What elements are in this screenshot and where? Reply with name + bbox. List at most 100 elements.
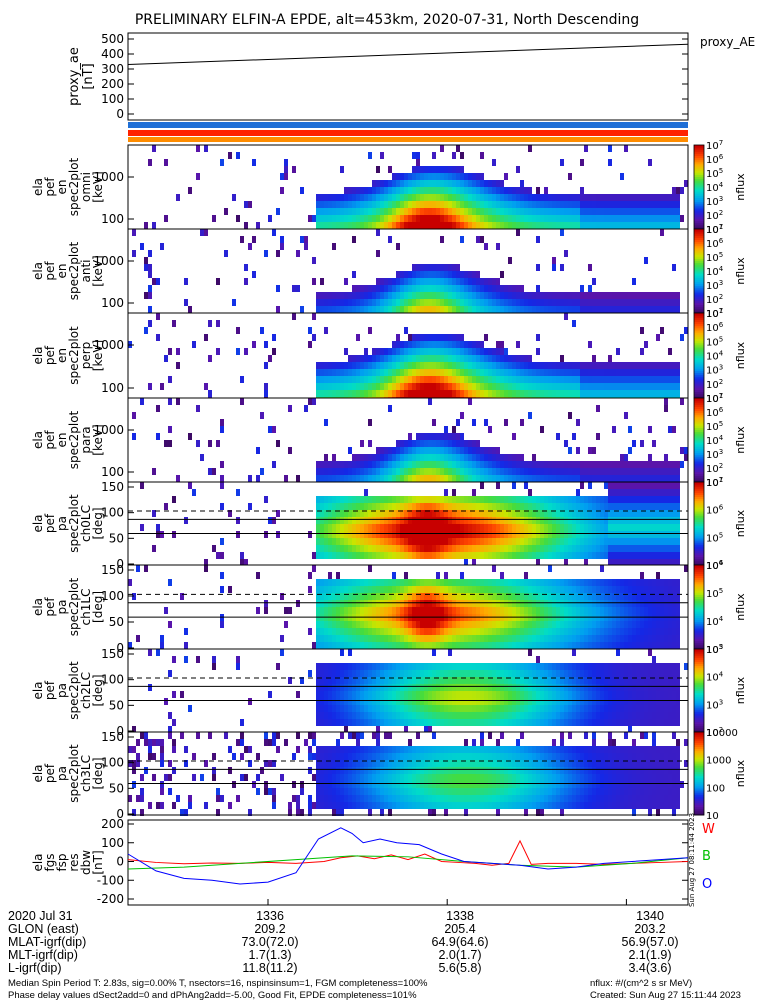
colorbar-tick-label: 106 bbox=[706, 153, 724, 166]
fgs-tick-label: -200 bbox=[97, 892, 124, 906]
footer-value-col3-4: 3.4(3.6) bbox=[610, 962, 690, 975]
colorbar-label: nflux bbox=[734, 426, 747, 454]
colorbar-tick-label: 105 bbox=[706, 587, 723, 600]
fgs-series-B bbox=[128, 856, 688, 869]
spectrogram-panel-7: 050100150elapefpaspec2plotch2LC[deg]1021… bbox=[31, 643, 747, 739]
colorbar-label: nflux bbox=[734, 676, 747, 704]
proxy-ae-tick-label: 300 bbox=[101, 62, 124, 76]
colorbar-tick-label: 106 bbox=[706, 504, 724, 517]
proxy-ae-tick-label: 0 bbox=[116, 107, 124, 121]
spectrogram-ylabel: [keV] bbox=[91, 171, 105, 202]
proxy-ae-tick-label: 400 bbox=[101, 47, 124, 61]
colorbar-tick-label: 103 bbox=[706, 364, 723, 377]
spectrogram-tick-label: 100 bbox=[101, 296, 124, 310]
proxy-ae-tick-label: 500 bbox=[101, 32, 124, 46]
spectrogram-panel-2: 1001000elapefenspec2plotanti[keV]1011021… bbox=[31, 223, 747, 320]
colorbar-tick-label: 105 bbox=[706, 531, 723, 544]
spectrogram-panel-3: 1001000elapefenspec2plotperp[keV]1011021… bbox=[31, 307, 747, 405]
colorbar-label: nflux bbox=[734, 509, 747, 537]
colorbar-tick-label: 10 bbox=[706, 811, 719, 822]
spectrogram-panel-8: 050100150elapefpaspec2plotch3LC[deg]1010… bbox=[31, 728, 747, 822]
fgs-side-label-O: O bbox=[702, 877, 712, 892]
colorbar-tick-label: 104 bbox=[706, 350, 724, 363]
footer-nflux-units: nflux: #/(cm^2 s sr MeV) bbox=[590, 978, 692, 989]
fgs-series-O bbox=[128, 828, 688, 884]
footer-label-l: L-igrf(dip) bbox=[8, 962, 62, 975]
proxy-ae-ylabel: [nT] bbox=[81, 63, 96, 89]
colorbar-tick-label: 103 bbox=[706, 279, 723, 292]
fgs-tick-label: 200 bbox=[101, 817, 124, 831]
spectrogram-tick-label: 100 bbox=[101, 381, 124, 395]
spectrogram-ylabel: [keV] bbox=[91, 340, 105, 371]
spectrogram-panel-4: 1001000elapefenspec2plotpara[keV]1011021… bbox=[31, 392, 747, 489]
colorbar-tick-label: 103 bbox=[706, 448, 723, 461]
fgs-tick-label: 100 bbox=[101, 836, 124, 850]
fgs-side-label-B: B bbox=[702, 849, 711, 864]
status-bar-blue bbox=[128, 122, 688, 128]
colorbar-tick-label: 107 bbox=[706, 223, 723, 236]
spectrogram-ylabel: [deg] bbox=[91, 508, 105, 540]
spectrogram-panel-1: 1001000elapefenspec2plotomni[keV]1011021… bbox=[31, 139, 747, 236]
colorbar-tick-label: 107 bbox=[706, 392, 723, 405]
fgs-tick-label: 0 bbox=[116, 855, 124, 869]
spectrogram-ylabel: [keV] bbox=[91, 424, 105, 455]
spectrogram-ylabel: [deg] bbox=[91, 591, 105, 623]
spectrogram-tick-label: 50 bbox=[109, 698, 124, 712]
colorbar-tick-label: 105 bbox=[706, 167, 723, 180]
colorbar-tick-label: 104 bbox=[706, 265, 724, 278]
colorbar-tick-label: 105 bbox=[706, 335, 723, 348]
colorbar-tick-label: 107 bbox=[706, 307, 723, 320]
spectrogram-tick-label: 150 bbox=[101, 730, 124, 744]
colorbar-label: nflux bbox=[734, 173, 747, 201]
fgs-side-label-W: W bbox=[702, 822, 715, 837]
colorbar-tick-label: 106 bbox=[706, 559, 724, 572]
colorbar-label: nflux bbox=[734, 593, 747, 621]
proxy-ae-frame bbox=[128, 33, 688, 120]
footer-value-col2-4: 5.6(5.8) bbox=[420, 962, 500, 975]
fgs-series-W bbox=[128, 841, 688, 865]
spectrogram-tick-label: 50 bbox=[109, 531, 124, 545]
colorbar-tick-label: 102 bbox=[706, 462, 723, 475]
colorbar-tick-label: 105 bbox=[706, 251, 723, 264]
spectrogram-ylabel: [keV] bbox=[91, 255, 105, 286]
chart-title: PRELIMINARY ELFIN-A EPDE, alt=453km, 202… bbox=[135, 12, 639, 28]
colorbar-tick-label: 106 bbox=[706, 321, 724, 334]
spectrogram-tick-label: 150 bbox=[101, 480, 124, 494]
colorbar-label: nflux bbox=[734, 257, 747, 285]
fgs-ylabel: [nT] bbox=[91, 850, 105, 874]
colorbar-tick-label: 107 bbox=[706, 139, 723, 152]
footer-value-col1-4: 11.8(11.2) bbox=[230, 962, 310, 975]
footer-info-line1: Median Spin Period T: 2.83s, sig=0.00% T… bbox=[8, 978, 427, 989]
status-bar-red bbox=[128, 130, 688, 136]
proxy-ae-tick-label: 100 bbox=[101, 92, 124, 106]
status-bars bbox=[128, 122, 688, 142]
colorbar-tick-label: 10000 bbox=[706, 728, 738, 739]
proxy-ae-legend: proxy_AE bbox=[700, 35, 755, 49]
colorbar-tick-label: 102 bbox=[706, 378, 723, 391]
colorbar-tick-label: 105 bbox=[706, 420, 723, 433]
footer-created: Created: Sun Aug 27 15:11:44 2023 bbox=[590, 990, 741, 1001]
spectrogram-tick-label: 150 bbox=[101, 563, 124, 577]
footer-info-line2: Phase delay values dSect2add=0 and dPhAn… bbox=[8, 990, 417, 1001]
colorbar-tick-label: 102 bbox=[706, 293, 723, 306]
spectrogram-tick-label: 50 bbox=[109, 615, 124, 629]
colorbar-tick-label: 106 bbox=[706, 237, 724, 250]
proxy-ae-ylabel: proxy_ae bbox=[67, 47, 82, 106]
spectrogram-tick-label: 150 bbox=[101, 647, 124, 661]
proxy-ae-line bbox=[128, 44, 688, 64]
spectrogram-panel-6: 050100150elapefpaspec2plotch1LC[deg]1031… bbox=[31, 559, 747, 656]
colorbar-tick-label: 104 bbox=[706, 434, 724, 447]
spectrogram-panel-5: 050100150elapefpaspec2plotch0LC[deg]1041… bbox=[31, 476, 747, 572]
colorbar-tick-label: 107 bbox=[706, 476, 723, 489]
spectrogram-tick-label: 100 bbox=[101, 212, 124, 226]
colorbar-tick-label: 106 bbox=[706, 406, 724, 419]
colorbar-tick-label: 104 bbox=[706, 671, 724, 684]
colorbar-tick-label: 104 bbox=[706, 615, 724, 628]
spectrogram-ylabel: [deg] bbox=[91, 675, 105, 707]
colorbar-tick-label: 1000 bbox=[706, 756, 731, 767]
spectrogram-tick-label: 100 bbox=[101, 465, 124, 479]
colorbar-tick-label: 104 bbox=[706, 181, 724, 194]
